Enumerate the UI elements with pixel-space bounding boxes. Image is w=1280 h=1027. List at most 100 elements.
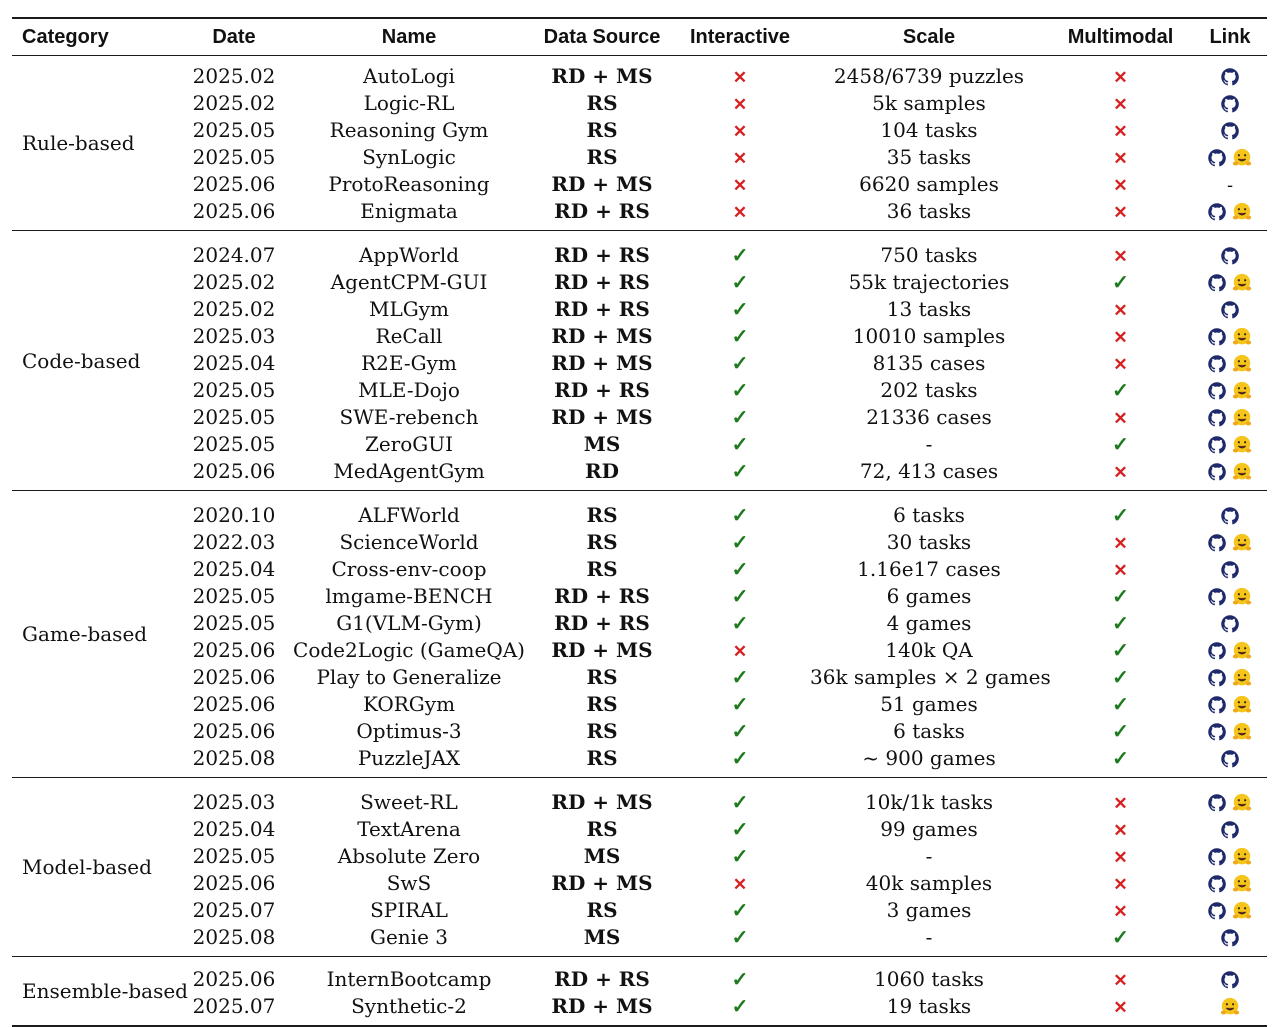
huggingface-icon[interactable] [1231, 637, 1253, 662]
huggingface-icon[interactable] [1231, 664, 1253, 689]
huggingface-icon[interactable] [1231, 583, 1253, 608]
name-cell: Optimus-3 [356, 718, 462, 743]
huggingface-icon[interactable] [1231, 377, 1253, 402]
github-icon[interactable] [1207, 378, 1227, 402]
github-icon[interactable] [1220, 91, 1240, 115]
github-icon[interactable] [1207, 638, 1227, 662]
github-icon[interactable] [1220, 925, 1240, 949]
header-interactive: Interactive [689, 25, 791, 48]
category-group: Ensemble-based 2025.06 InternBootcamp RD + … [12, 957, 1267, 1025]
github-icon[interactable] [1220, 503, 1240, 527]
github-icon[interactable] [1207, 871, 1227, 895]
multimodal-cell: ✕ [1048, 898, 1193, 922]
github-icon[interactable] [1207, 270, 1227, 294]
check-icon: ✓ [731, 610, 749, 635]
link-cell [1193, 529, 1267, 554]
multimodal-cell: ✕ [1048, 324, 1193, 348]
github-icon[interactable] [1207, 145, 1227, 169]
github-icon[interactable] [1207, 790, 1227, 814]
table-row: 2025.04 TextArena RS ✓ 99 games ✕ [12, 815, 1267, 842]
github-icon[interactable] [1220, 118, 1240, 142]
multimodal-cell: ✕ [1048, 790, 1193, 814]
interactive-cell: ✕ [670, 145, 810, 169]
link-cell [1193, 118, 1267, 142]
interactive-cell: ✓ [670, 790, 810, 814]
github-icon[interactable] [1207, 324, 1227, 348]
cross-icon: ✕ [1113, 793, 1128, 814]
multimodal-cell: ✕ [1048, 145, 1193, 169]
github-icon[interactable] [1207, 898, 1227, 922]
data-source-cell: RS [586, 117, 618, 142]
github-icon[interactable] [1220, 967, 1240, 991]
date-cell: 2025.04 [192, 816, 276, 841]
github-icon[interactable] [1220, 746, 1240, 770]
huggingface-icon[interactable] [1231, 718, 1253, 743]
huggingface-icon[interactable] [1231, 404, 1253, 429]
huggingface-icon[interactable] [1231, 458, 1253, 483]
interactive-cell: ✓ [670, 270, 810, 294]
link-cell: - [1193, 172, 1267, 196]
multimodal-cell: ✕ [1048, 967, 1193, 991]
huggingface-icon[interactable] [1231, 323, 1253, 348]
huggingface-icon[interactable] [1231, 529, 1253, 554]
github-icon[interactable] [1220, 297, 1240, 321]
github-icon[interactable] [1207, 459, 1227, 483]
huggingface-icon[interactable] [1219, 993, 1241, 1018]
cross-icon: ✕ [1113, 67, 1128, 88]
name-cell: MLE-Dojo [358, 377, 460, 402]
check-icon: ✓ [731, 296, 749, 321]
scale-cell: 1060 tasks [874, 966, 984, 991]
github-icon[interactable] [1207, 530, 1227, 554]
multimodal-cell: ✕ [1048, 351, 1193, 375]
huggingface-icon[interactable] [1231, 144, 1253, 169]
github-icon[interactable] [1207, 405, 1227, 429]
github-icon[interactable] [1220, 557, 1240, 581]
check-icon: ✓ [731, 502, 749, 527]
github-icon[interactable] [1220, 64, 1240, 88]
huggingface-icon[interactable] [1231, 897, 1253, 922]
huggingface-icon[interactable] [1231, 843, 1253, 868]
interactive-cell: ✓ [670, 584, 810, 608]
table-row: 2025.06 Enigmata RD + RS ✕ 36 tasks ✕ [12, 197, 1267, 224]
cross-icon: ✕ [1113, 121, 1128, 142]
table-row: 2025.06 Optimus-3 RS ✓ 6 tasks ✓ [12, 717, 1267, 744]
github-icon[interactable] [1207, 584, 1227, 608]
data-source-cell: RD + MS [551, 171, 653, 196]
github-icon[interactable] [1207, 665, 1227, 689]
github-icon[interactable] [1207, 844, 1227, 868]
scale-cell: 1.16e17 cases [857, 556, 1001, 581]
name-cell: Play to Generalize [316, 664, 502, 689]
interactive-cell: ✕ [670, 871, 810, 895]
data-source-cell: RD + RS [554, 610, 650, 635]
github-icon[interactable] [1207, 351, 1227, 375]
check-icon: ✓ [731, 966, 749, 991]
github-icon[interactable] [1220, 611, 1240, 635]
interactive-cell: ✓ [670, 503, 810, 527]
huggingface-icon[interactable] [1231, 198, 1253, 223]
table-row: 2025.06 MedAgentGym RD ✓ 72, 413 cases ✕ [12, 457, 1267, 484]
multimodal-cell: ✕ [1048, 994, 1193, 1018]
github-icon[interactable] [1207, 432, 1227, 456]
github-icon[interactable] [1220, 817, 1240, 841]
table-row: 2025.05 G1(VLM-Gym) RD + RS ✓ 4 games ✓ [12, 609, 1267, 636]
date-cell: 2025.08 [192, 745, 276, 770]
link-cell [1193, 897, 1267, 922]
huggingface-icon[interactable] [1231, 269, 1253, 294]
check-icon: ✓ [731, 789, 749, 814]
github-icon[interactable] [1207, 719, 1227, 743]
check-icon: ✓ [731, 269, 749, 294]
github-icon[interactable] [1207, 199, 1227, 223]
huggingface-icon[interactable] [1231, 789, 1253, 814]
check-icon: ✓ [731, 745, 749, 770]
github-icon[interactable] [1207, 692, 1227, 716]
link-cell [1193, 269, 1267, 294]
name-cell: Enigmata [360, 198, 458, 223]
huggingface-icon[interactable] [1231, 431, 1253, 456]
date-cell: 2025.06 [192, 718, 276, 743]
huggingface-icon[interactable] [1231, 870, 1253, 895]
cross-icon: ✕ [732, 641, 748, 662]
huggingface-icon[interactable] [1231, 691, 1253, 716]
name-cell: ZeroGUI [364, 431, 454, 456]
huggingface-icon[interactable] [1231, 350, 1253, 375]
github-icon[interactable] [1220, 243, 1240, 267]
